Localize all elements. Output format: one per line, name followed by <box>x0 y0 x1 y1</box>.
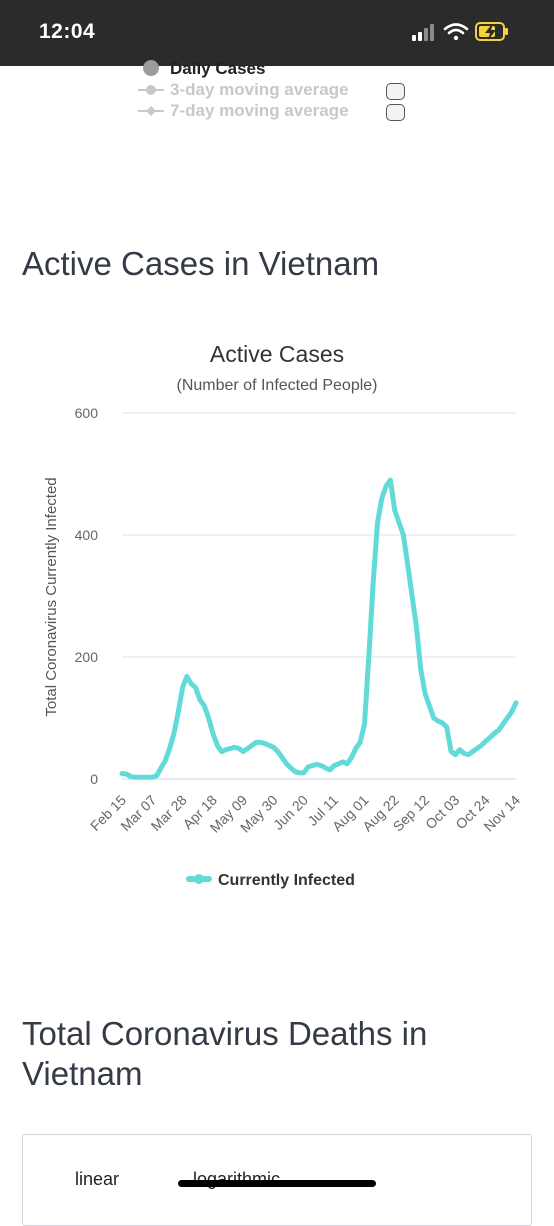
grid-lines <box>122 412 516 658</box>
legend-item-7-day-average[interactable]: 7-day moving average <box>136 100 349 121</box>
circle-marker-icon <box>143 60 159 76</box>
toggle-7-day-average[interactable] <box>386 104 405 121</box>
chart-title: Active Cases <box>210 341 344 367</box>
wifi-icon <box>443 23 469 41</box>
legend-item-label: Daily Cases <box>170 59 266 78</box>
status-time: 12:04 <box>39 20 96 43</box>
status-icons <box>412 22 508 41</box>
y-tick-label: 200 <box>75 649 99 665</box>
series-currently-infected[interactable] <box>119 477 519 780</box>
x-tick-label: Jun 20 <box>270 792 311 833</box>
home-indicator <box>178 1180 376 1187</box>
diamond-marker-icon <box>138 106 164 116</box>
battery-charging-icon <box>475 22 508 41</box>
legend-item-daily-cases[interactable]: Daily Cases <box>136 58 349 79</box>
status-bar: 12:04 <box>0 0 554 66</box>
y-tick-label: 600 <box>75 405 99 421</box>
scale-option-linear[interactable]: linear <box>75 1169 120 1189</box>
series-line-currently-infected[interactable] <box>119 477 519 780</box>
legend-marker-icon <box>194 874 204 884</box>
legend-item-3-day-average[interactable]: 3-day moving average <box>136 79 349 100</box>
y-axis-title: Total Coronavirus Currently Infected <box>43 477 60 716</box>
legend-label-currently-infected: Currently Infected <box>218 872 355 889</box>
chart-subtitle: (Number of Infected People) <box>177 377 378 394</box>
active-cases-heading: Active Cases in Vietnam <box>22 245 380 282</box>
deaths-heading: Total Coronavirus Deaths in Vietnam <box>22 1015 428 1092</box>
y-axis-ticks: 0 200 400 600 <box>75 405 99 787</box>
legend-item-label: 3-day moving average <box>170 80 349 99</box>
legend-item-label: 7-day moving average <box>170 101 349 120</box>
active-cases-chart: Active Cases (Number of Infected People)… <box>43 341 523 889</box>
y-tick-label: 400 <box>75 527 99 543</box>
cellular-signal-icon <box>412 24 434 41</box>
toggle-3-day-average[interactable] <box>386 83 405 100</box>
line-marker-icon <box>138 85 164 95</box>
y-tick-label: 0 <box>90 771 98 787</box>
previous-chart-legend: Daily Cases 3-day moving average 7-day m… <box>136 58 349 121</box>
chart-legend[interactable]: Currently Infected <box>186 872 355 889</box>
